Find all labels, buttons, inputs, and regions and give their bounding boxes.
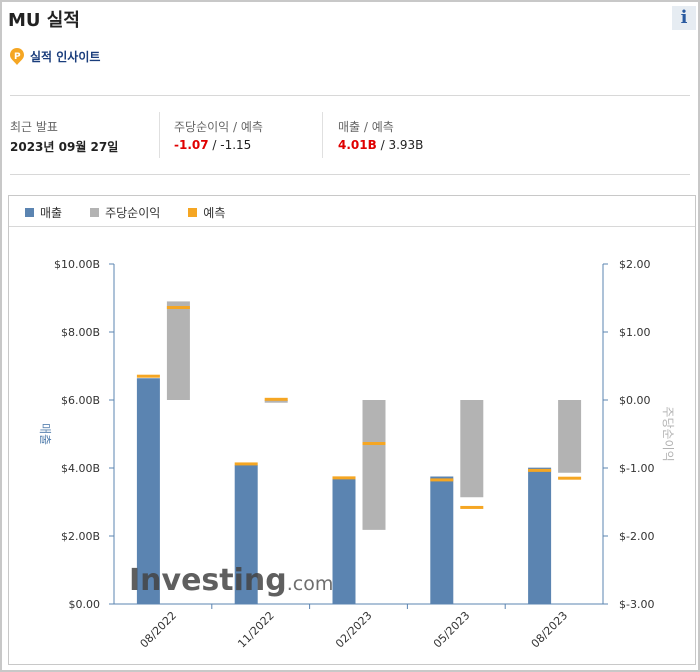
revenue-separator: / (376, 138, 389, 152)
info-icon[interactable]: i (672, 6, 696, 30)
legend-swatch-revenue (25, 208, 34, 217)
eps-forecast-marker (460, 505, 484, 509)
revenue-forecast-marker (234, 462, 258, 466)
x-tick-label: 08/2023 (529, 609, 571, 651)
divider (159, 112, 160, 158)
page-title: MU 실적 (8, 10, 80, 31)
insight-label: 실적 인사이트 (30, 50, 101, 64)
latest-report: 최근 발표 2023년 09월 27일 (10, 118, 118, 155)
eps-stat: 주당순이익 / 예측 -1.07 / -1.15 (174, 118, 263, 152)
x-tick-label: 11/2022 (235, 609, 277, 651)
eps-actual: -1.07 (174, 138, 209, 152)
x-tick-label: 05/2023 (431, 609, 473, 651)
revenue-bar (430, 476, 454, 604)
left-tick-label: $2.00B (61, 530, 100, 543)
eps-bar (558, 400, 582, 473)
eps-separator: / (208, 138, 221, 152)
revenue-forecast: 3.93B (388, 138, 424, 152)
legend-revenue[interactable]: 매출 (25, 204, 62, 221)
eps-values: -1.07 / -1.15 (174, 138, 263, 152)
chart-container: 매출 주당순이익 예측 $0.00 $2.00B $4.00B $6.00B $8.00… (8, 195, 696, 665)
revenue-bar (234, 464, 258, 604)
right-axis-title: 주당순이익 (661, 406, 675, 461)
revenue-actual: 4.01B (338, 138, 377, 152)
divider (322, 112, 323, 158)
legend-label: 매출 (40, 206, 63, 220)
divider (10, 174, 690, 175)
right-tick-label: $-1.00 (619, 462, 654, 475)
x-tick-label: 02/2023 (333, 609, 375, 651)
eps-bar (460, 400, 484, 498)
eps-bar (264, 400, 288, 403)
eps-label: 주당순이익 / 예측 (174, 120, 263, 134)
svg-text:P: P (14, 52, 21, 62)
left-tick-label: $10.00B (54, 258, 100, 271)
divider (10, 95, 690, 96)
x-tick-label: 08/2022 (138, 609, 180, 651)
legend-swatch-forecast (188, 208, 198, 217)
plot-area (114, 264, 603, 604)
earnings-insight-link[interactable]: P 실적 인사이트 (10, 48, 100, 65)
latest-report-label: 최근 발표 (10, 120, 58, 134)
left-tick-label: $8.00B (61, 326, 100, 339)
revenue-forecast-marker (136, 374, 160, 378)
investing-watermark-logo: Investing.com (129, 563, 333, 598)
chart-legend: 매출 주당순이익 예측 (25, 204, 253, 221)
eps-bar (362, 400, 386, 530)
revenue-forecast-marker (332, 476, 356, 480)
left-axis-title: 매출 (38, 423, 52, 445)
eps-bar (166, 301, 190, 400)
legend-swatch-eps (90, 208, 100, 217)
revenue-bar (332, 478, 356, 604)
eps-forecast: -1.15 (220, 138, 252, 152)
earnings-chart: $0.00 $2.00B $4.00B $6.00B $8.00B $10.00B $-3.… (38, 258, 675, 651)
legend-forecast[interactable]: 예측 (188, 204, 225, 221)
left-tick-label: $6.00B (61, 394, 100, 407)
left-tick-label: $4.00B (61, 462, 100, 475)
legend-label: 주당순이익 (105, 206, 161, 220)
revenue-bar (136, 378, 160, 604)
right-tick-label: $1.00 (619, 326, 651, 339)
legend-label: 예측 (203, 206, 226, 220)
revenue-bar (528, 467, 552, 604)
insight-icon: P (10, 48, 24, 65)
revenue-forecast-marker (528, 468, 552, 472)
revenue-stat: 매출 / 예측 4.01B / 3.93B (338, 118, 423, 152)
right-tick-label: $2.00 (619, 258, 651, 271)
legend-eps[interactable]: 주당순이익 (90, 204, 160, 221)
revenue-label: 매출 / 예측 (338, 120, 394, 134)
revenue-values: 4.01B / 3.93B (338, 138, 423, 152)
legend-divider (9, 226, 695, 227)
eps-forecast-marker (558, 476, 582, 480)
right-tick-label: $-2.00 (619, 530, 654, 543)
eps-forecast-marker (264, 397, 288, 401)
right-tick-label: $-3.00 (619, 598, 654, 611)
latest-report-date: 2023년 09월 27일 (10, 140, 119, 154)
eps-forecast-marker (166, 306, 190, 310)
right-tick-label: $0.00 (619, 394, 651, 407)
eps-forecast-marker (362, 442, 386, 446)
left-tick-label: $0.00 (69, 598, 101, 611)
revenue-forecast-marker (430, 478, 454, 482)
